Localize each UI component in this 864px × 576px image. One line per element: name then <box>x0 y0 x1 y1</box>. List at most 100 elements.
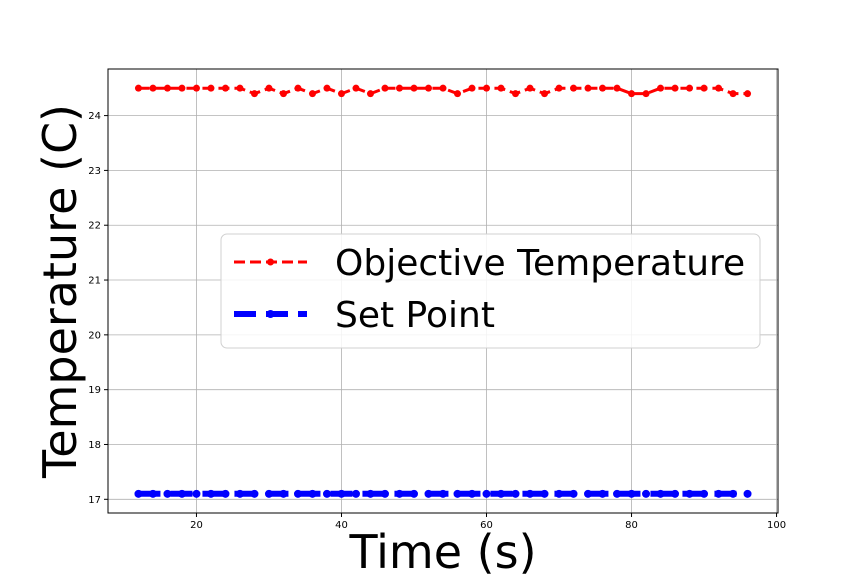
data-point-set-point <box>569 489 578 498</box>
data-point-set-point <box>729 489 738 498</box>
data-point-objective-temperature <box>163 84 171 92</box>
data-point-set-point <box>308 489 317 498</box>
data-point-set-point <box>685 489 694 498</box>
data-point-set-point <box>671 489 680 498</box>
data-point-set-point <box>380 489 389 498</box>
data-point-objective-temperature <box>265 84 273 92</box>
data-point-objective-temperature <box>294 84 302 92</box>
data-point-set-point <box>409 489 418 498</box>
plot-frame <box>107 68 779 514</box>
data-point-set-point <box>206 489 215 498</box>
ticks: 20 40 60 80 100 17 18 19 20 21 22 23 24 <box>88 111 786 531</box>
data-point-objective-temperature <box>134 84 142 92</box>
data-point-objective-temperature <box>671 84 679 92</box>
data-point-objective-temperature <box>439 84 447 92</box>
x-tick-label: 80 <box>625 520 638 531</box>
data-point-set-point <box>279 489 288 498</box>
data-point-set-point <box>134 489 143 498</box>
data-point-set-point <box>497 489 506 498</box>
data-point-set-point <box>366 489 375 498</box>
data-point-set-point <box>598 489 607 498</box>
y-tick-label: 18 <box>88 440 101 451</box>
data-point-objective-temperature <box>657 84 665 92</box>
x-axis-title: Time (s) <box>348 525 536 576</box>
data-point-objective-temperature <box>700 84 708 92</box>
data-point-set-point <box>555 489 564 498</box>
data-point-objective-temperature <box>323 84 331 92</box>
y-tick-label: 20 <box>88 330 101 341</box>
data-point-objective-temperature <box>613 84 621 92</box>
x-tick-label: 20 <box>190 520 203 531</box>
data-point-objective-temperature <box>744 90 752 98</box>
data-point-set-point <box>250 489 259 498</box>
y-tick-label: 21 <box>88 276 101 287</box>
y-tick-label: 24 <box>88 111 101 122</box>
data-point-objective-temperature <box>279 90 287 98</box>
data-point-objective-temperature <box>192 84 200 92</box>
data-point-objective-temperature <box>584 84 592 92</box>
data-point-set-point <box>322 489 331 498</box>
data-point-set-point <box>511 489 520 498</box>
y-tick-label: 19 <box>88 385 101 396</box>
legend-marker-set-point <box>266 310 275 318</box>
data-point-set-point <box>656 489 665 498</box>
legend-marker-objective-temperature <box>267 258 274 266</box>
y-tick-label: 17 <box>88 495 101 506</box>
data-point-set-point <box>148 489 157 498</box>
data-point-objective-temperature <box>250 90 258 98</box>
data-point-set-point <box>453 489 462 498</box>
data-point-objective-temperature <box>497 84 505 92</box>
data-point-objective-temperature <box>236 84 244 92</box>
data-point-set-point <box>714 489 723 498</box>
legend-box <box>220 233 761 349</box>
data-point-objective-temperature <box>541 90 549 98</box>
data-point-objective-temperature <box>686 84 694 92</box>
data-point-objective-temperature <box>715 84 723 92</box>
data-point-set-point <box>192 489 201 498</box>
data-point-objective-temperature <box>729 90 737 98</box>
data-point-objective-temperature <box>221 84 229 92</box>
data-point-set-point <box>482 489 491 498</box>
data-point-set-point <box>235 489 244 498</box>
data-point-set-point <box>293 489 302 498</box>
data-point-objective-temperature <box>599 84 607 92</box>
data-point-objective-temperature <box>628 90 636 98</box>
data-point-set-point <box>424 489 433 498</box>
data-point-set-point <box>743 489 752 498</box>
data-point-objective-temperature <box>308 90 316 98</box>
data-point-objective-temperature <box>381 84 389 92</box>
series-objective-temperature <box>134 84 752 98</box>
data-point-objective-temperature <box>395 84 403 92</box>
data-point-set-point <box>439 489 447 498</box>
data-point-set-point <box>627 489 636 498</box>
x-tick-label: 60 <box>480 520 493 531</box>
data-point-set-point <box>177 489 186 498</box>
data-point-objective-temperature <box>642 90 650 98</box>
data-point-set-point <box>642 489 651 498</box>
series-set-point <box>134 489 752 498</box>
data-point-set-point <box>264 489 273 498</box>
data-point-set-point <box>540 489 549 498</box>
grid <box>108 69 778 513</box>
data-point-objective-temperature <box>570 84 578 92</box>
series-layer <box>134 84 752 498</box>
data-point-set-point <box>700 489 709 498</box>
data-point-objective-temperature <box>483 84 491 92</box>
legend-label-set-point: Set Point <box>335 295 495 336</box>
data-point-objective-temperature <box>454 90 462 98</box>
data-point-objective-temperature <box>424 84 432 92</box>
data-point-objective-temperature <box>352 84 360 92</box>
y-tick-label: 23 <box>88 166 101 177</box>
data-point-set-point <box>221 489 230 498</box>
data-point-objective-temperature <box>512 90 520 98</box>
data-point-set-point <box>613 489 622 498</box>
data-point-objective-temperature <box>337 90 345 98</box>
data-point-objective-temperature <box>555 84 563 92</box>
legend: Objective Temperature Set Point <box>220 233 761 349</box>
data-point-set-point <box>337 489 346 498</box>
legend-label-objective-temperature: Objective Temperature <box>335 243 745 284</box>
data-point-set-point <box>163 489 172 498</box>
data-point-objective-temperature <box>468 84 476 92</box>
data-point-set-point <box>351 489 360 498</box>
